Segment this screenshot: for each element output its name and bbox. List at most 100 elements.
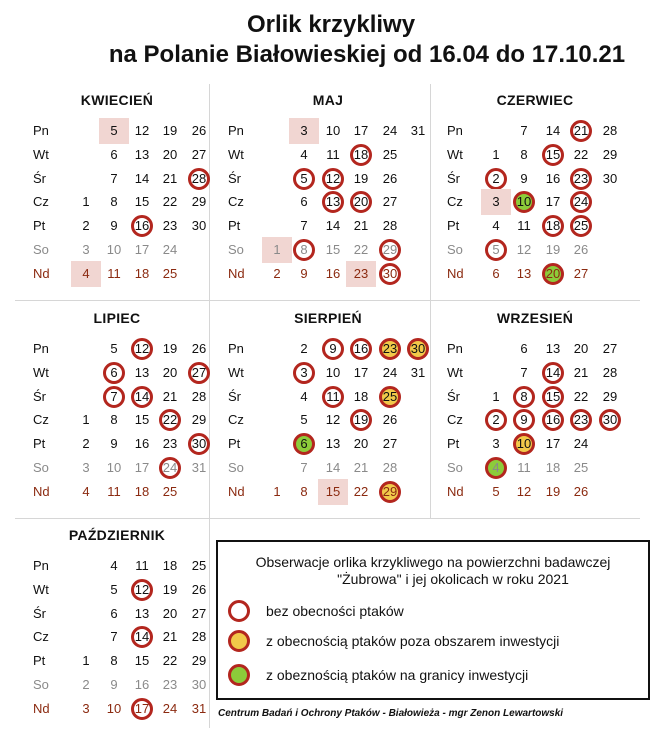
day-number: 21	[162, 170, 178, 186]
weekday-label: Pt	[447, 218, 460, 234]
page-subtitle: na Polanie Białowieskiej od 16.04 do 17.…	[108, 41, 626, 68]
day-cell: 16	[128, 673, 156, 697]
day-cell: 21	[567, 361, 595, 385]
day-number: 11	[326, 388, 340, 404]
day-number: 10	[325, 123, 341, 138]
credit-line: Centrum Badań i Ochrony Ptaków - Białowi…	[218, 708, 564, 719]
day-cell: 5	[290, 408, 318, 432]
weekday-label: Nd	[228, 265, 245, 281]
weekday-label: Pt	[447, 436, 460, 452]
day-number: 15	[545, 388, 561, 404]
day-number: 25	[573, 218, 589, 234]
legend-title-line1: Obserwacje orlika krzykliwego na powierz…	[255, 554, 611, 570]
day-cell: 27	[376, 190, 404, 214]
day-number: 29	[191, 194, 207, 210]
day-number: 18	[545, 218, 561, 234]
day-number: 11	[107, 483, 121, 499]
day-number: 8	[300, 242, 308, 257]
day-number: 13	[516, 265, 532, 281]
day-number: 10	[106, 460, 122, 475]
day-number: 12	[325, 170, 341, 186]
day-cell: 23	[156, 214, 184, 238]
day-number: 21	[573, 123, 589, 138]
day-number: 5	[300, 170, 308, 186]
day-cell: 14	[319, 456, 347, 480]
day-number: 13	[325, 194, 341, 210]
day-cell: 30	[596, 167, 624, 191]
day-cell: 21	[156, 385, 184, 409]
day-cell: 28	[185, 625, 213, 649]
day-number: 2	[82, 677, 90, 692]
day-number: 28	[382, 218, 398, 234]
day-number: 17	[134, 242, 150, 257]
day-number: 13	[134, 364, 150, 380]
day-cell: 28	[185, 385, 213, 409]
day-number: 14	[134, 170, 150, 186]
ring-yellow-icon	[228, 630, 250, 652]
weekday-label: Pn	[33, 558, 49, 573]
weekday-label: Pt	[33, 218, 46, 234]
day-cell: 26	[567, 480, 595, 504]
day-cell: 20	[567, 337, 595, 361]
weekday-label: So	[228, 242, 244, 257]
day-number: 8	[110, 194, 118, 210]
day-number: 30	[410, 341, 426, 356]
day-cell: 22	[347, 238, 375, 262]
day-number: 6	[110, 605, 118, 621]
divider-horizontal-1	[15, 300, 640, 301]
day-number: 14	[325, 460, 341, 475]
day-cell: 31	[404, 361, 432, 385]
day-number: 28	[191, 629, 207, 645]
day-number: 20	[353, 436, 369, 452]
day-number: 6	[300, 436, 308, 452]
day-cell: 30	[596, 408, 624, 432]
day-cell: 5	[100, 337, 128, 361]
day-cell: 27	[185, 361, 213, 385]
day-number: 25	[162, 265, 178, 281]
divider-vertical-2	[430, 84, 431, 518]
day-number: 9	[300, 265, 308, 281]
weekday-label: Wt	[228, 146, 244, 162]
day-cell: 19	[539, 480, 567, 504]
day-number: 29	[191, 653, 207, 669]
day-cell: 6	[482, 262, 510, 286]
day-cell: 14	[539, 119, 567, 143]
day-cell: 4	[72, 480, 100, 504]
day-number: 15	[134, 194, 150, 210]
day-cell: 7	[100, 167, 128, 191]
weekday-label: Cz	[447, 194, 463, 210]
day-cell: 11	[510, 214, 538, 238]
day-number: 19	[162, 123, 178, 138]
day-cell: 31	[404, 119, 432, 143]
day-cell: 2	[482, 408, 510, 432]
day-number: 21	[573, 364, 589, 380]
day-cell: 1	[482, 143, 510, 167]
weekday-label: Nd	[447, 265, 464, 281]
day-cell: 5	[482, 480, 510, 504]
day-number: 18	[353, 146, 369, 162]
day-number: 12	[325, 412, 341, 428]
weekday-label: Wt	[33, 364, 49, 380]
day-number: 6	[300, 194, 308, 210]
day-cell: 20	[347, 432, 375, 456]
day-cell: 14	[128, 385, 156, 409]
weekday-label: Śr	[447, 170, 460, 186]
weekday-label: Wt	[33, 146, 49, 162]
day-number: 17	[353, 364, 369, 380]
day-cell: 4	[71, 260, 101, 287]
weekday-label: Pn	[33, 341, 49, 356]
divider-vertical-1	[209, 84, 210, 525]
day-number: 9	[110, 218, 118, 234]
day-cell: 7	[510, 361, 538, 385]
day-number: 27	[382, 194, 398, 210]
day-number: 24	[382, 123, 398, 138]
weekday-label: Cz	[33, 412, 49, 428]
day-cell: 10	[319, 361, 347, 385]
day-cell: 14	[539, 361, 567, 385]
day-number: 27	[191, 364, 207, 380]
day-cell: 24	[376, 361, 404, 385]
day-number: 23	[382, 341, 398, 356]
day-number: 30	[602, 170, 618, 186]
day-number: 23	[573, 170, 589, 186]
day-number: 4	[492, 218, 500, 234]
